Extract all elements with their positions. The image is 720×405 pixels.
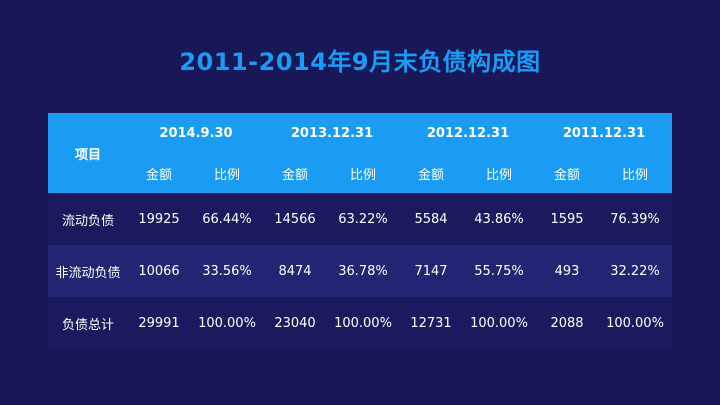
table-cell: 23040	[264, 297, 327, 349]
table-cell: 100.00%	[326, 297, 401, 349]
table-cell: 14566	[264, 193, 327, 245]
table-cell: 2088	[536, 297, 599, 349]
header-amount: 金额	[128, 153, 190, 193]
table-cell: 66.44%	[190, 193, 265, 245]
header-ratio: 比例	[326, 153, 401, 193]
header-amount: 金额	[400, 153, 463, 193]
table-cell: 63.22%	[326, 193, 401, 245]
table-cell: 32.22%	[598, 245, 673, 297]
table-cell: 1595	[536, 193, 599, 245]
table-cell: 100.00%	[598, 297, 673, 349]
header-period: 2012.12.31	[400, 113, 537, 153]
liability-table-container: 项目 2014.9.30 2013.12.31 2012.12.31 2011.…	[48, 113, 673, 349]
table-cell: 43.86%	[462, 193, 537, 245]
table-cell: 5584	[400, 193, 463, 245]
header-period: 2011.12.31	[536, 113, 673, 153]
row-label: 流动负债	[48, 193, 128, 245]
row-label: 负债总计	[48, 297, 128, 349]
row-label: 非流动负债	[48, 245, 128, 297]
table-cell: 8474	[264, 245, 327, 297]
table-cell: 33.56%	[190, 245, 265, 297]
table-cell: 10066	[128, 245, 190, 297]
table-cell: 19925	[128, 193, 190, 245]
table-cell: 493	[536, 245, 599, 297]
table-cell: 7147	[400, 245, 463, 297]
table-row-noncurrent-liabilities: 非流动负债 10066 33.56% 8474 36.78% 7147 55.7…	[48, 245, 673, 297]
header-row-subheaders: 金额 比例 金额 比例 金额 比例 金额 比例	[48, 153, 673, 193]
header-period: 2013.12.31	[264, 113, 401, 153]
liability-composition-table: 项目 2014.9.30 2013.12.31 2012.12.31 2011.…	[48, 113, 673, 349]
header-amount: 金额	[264, 153, 327, 193]
table-cell: 100.00%	[190, 297, 265, 349]
table-row-total-liabilities: 负债总计 29991 100.00% 23040 100.00% 12731 1…	[48, 297, 673, 349]
table-cell: 55.75%	[462, 245, 537, 297]
header-item: 项目	[48, 113, 128, 193]
header-period: 2014.9.30	[128, 113, 265, 153]
page-title: 2011-2014年9月末负债构成图	[179, 48, 541, 76]
header-ratio: 比例	[598, 153, 673, 193]
table-cell: 29991	[128, 297, 190, 349]
header-ratio: 比例	[190, 153, 265, 193]
header-ratio: 比例	[462, 153, 537, 193]
table-cell: 100.00%	[462, 297, 537, 349]
table-row-current-liabilities: 流动负债 19925 66.44% 14566 63.22% 5584 43.8…	[48, 193, 673, 245]
header-row-periods: 项目 2014.9.30 2013.12.31 2012.12.31 2011.…	[48, 113, 673, 193]
table-cell: 36.78%	[326, 245, 401, 297]
table-cell: 76.39%	[598, 193, 673, 245]
header-amount: 金额	[536, 153, 599, 193]
table-cell: 12731	[400, 297, 463, 349]
